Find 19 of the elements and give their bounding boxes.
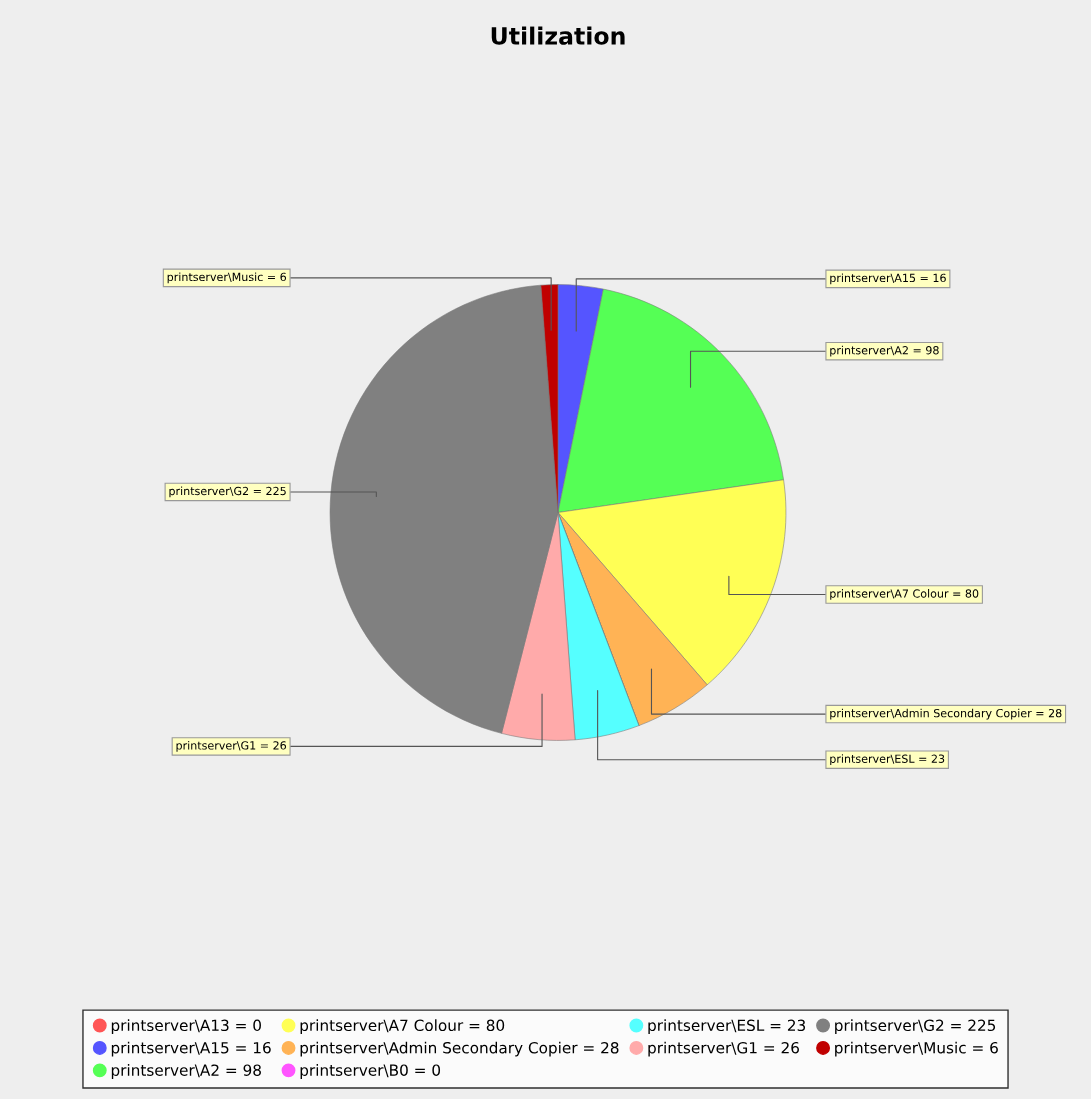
- data-label: printserver\A2 = 98: [830, 345, 939, 357]
- legend-label: printserver\ESL = 23: [648, 1019, 806, 1035]
- data-label: printserver\A15 = 16: [830, 273, 946, 285]
- legend-label: printserver\Music = 6: [835, 1041, 998, 1057]
- legend-label: printserver\A15 = 16: [111, 1041, 271, 1057]
- data-label: printserver\Music = 6: [167, 272, 287, 284]
- data-label: printserver\ESL = 23: [830, 754, 945, 766]
- legend-label: printserver\A13 = 0: [111, 1019, 261, 1035]
- legend-label: printserver\A7 Colour = 80: [300, 1019, 505, 1035]
- data-label: printserver\G1 = 26: [176, 741, 287, 752]
- data-label: printserver\Admin Secondary Copier = 28: [830, 708, 1062, 720]
- legend-label: printserver\G1 = 26: [648, 1041, 799, 1057]
- data-label: printserver\A7 Colour = 80: [830, 589, 979, 600]
- data-label: printserver\G2 = 225: [169, 486, 286, 498]
- legend-label: printserver\B0 = 0: [300, 1064, 441, 1079]
- legend-label: printserver\A2 = 98: [111, 1064, 261, 1079]
- legend-label: printserver\Admin Secondary Copier = 28: [300, 1041, 619, 1057]
- legend-label: printserver\G2 = 225: [835, 1019, 996, 1035]
- chart-title: Utilization: [491, 26, 625, 45]
